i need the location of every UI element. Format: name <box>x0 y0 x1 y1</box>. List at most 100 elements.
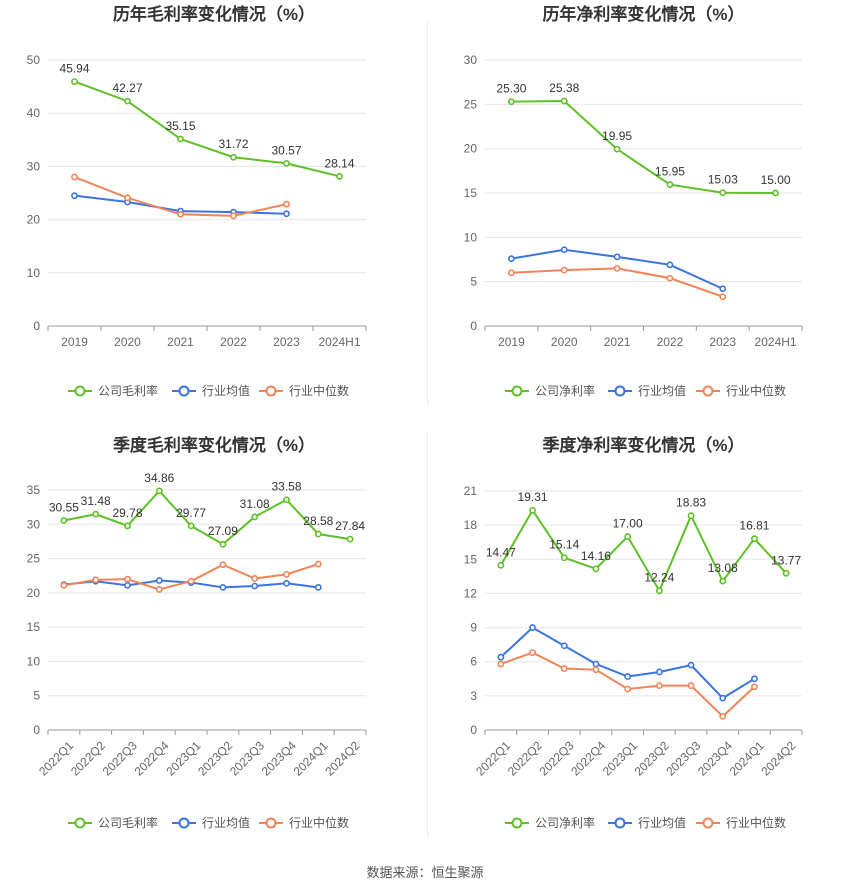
data-point-avg[interactable] <box>283 210 290 218</box>
data-point-median[interactable] <box>687 682 695 690</box>
chart-title: 季度净利率变化情况（%） <box>542 435 744 455</box>
data-point-company[interactable] <box>177 135 184 143</box>
legend-item-median[interactable]: 行业中位数 <box>259 383 349 398</box>
legend-item-avg[interactable]: 行业均值 <box>172 383 250 398</box>
data-point-avg[interactable] <box>751 675 758 683</box>
data-point-median[interactable] <box>613 264 621 272</box>
data-point-company[interactable] <box>251 513 259 521</box>
data-point-median[interactable] <box>751 683 758 691</box>
data-point-company[interactable] <box>336 172 343 180</box>
data-point-avg[interactable] <box>592 660 600 668</box>
data-point-company[interactable] <box>719 577 727 585</box>
data-point-median[interactable] <box>187 577 195 585</box>
data-point-company[interactable] <box>60 517 68 524</box>
data-point-median[interactable] <box>666 274 674 282</box>
data-point-avg[interactable] <box>560 246 568 254</box>
data-point-avg[interactable] <box>655 668 663 676</box>
legend-item-avg[interactable]: 行业均值 <box>608 815 686 830</box>
data-point-avg[interactable] <box>613 253 621 261</box>
data-point-avg[interactable] <box>719 285 727 293</box>
data-point-avg[interactable] <box>124 581 131 589</box>
legend-label: 公司净利率 <box>535 815 595 830</box>
data-point-company[interactable] <box>71 78 78 85</box>
data-point-median[interactable] <box>71 173 78 181</box>
data-point-median[interactable] <box>155 586 163 593</box>
data-point-company[interactable] <box>92 510 100 518</box>
data-point-company[interactable] <box>613 145 621 153</box>
data-label: 31.08 <box>240 497 270 511</box>
data-point-median[interactable] <box>230 212 237 220</box>
data-point-company[interactable] <box>624 533 632 540</box>
data-point-median[interactable] <box>592 666 600 674</box>
data-point-company[interactable] <box>187 522 195 530</box>
data-point-company[interactable] <box>560 554 568 562</box>
legend-item-company[interactable]: 公司净利率 <box>505 815 595 830</box>
data-point-company[interactable] <box>592 565 600 573</box>
data-point-median[interactable] <box>719 293 727 301</box>
data-point-avg[interactable] <box>687 661 695 669</box>
data-point-avg[interactable] <box>560 642 568 650</box>
data-point-company[interactable] <box>560 97 568 105</box>
data-point-company[interactable] <box>283 159 290 167</box>
data-point-avg[interactable] <box>314 583 322 591</box>
data-point-median[interactable] <box>60 581 68 589</box>
data-point-median[interactable] <box>124 194 131 202</box>
data-point-avg[interactable] <box>71 192 78 200</box>
legend-item-median[interactable]: 行业中位数 <box>696 815 786 830</box>
legend-item-avg[interactable]: 行业均值 <box>172 815 250 830</box>
data-point-median[interactable] <box>251 575 259 582</box>
data-point-median[interactable] <box>92 576 100 584</box>
x-tick-label: 2021 <box>167 335 194 349</box>
data-point-avg[interactable] <box>666 261 674 269</box>
data-point-company[interactable] <box>497 561 505 569</box>
data-point-avg[interactable] <box>719 694 727 702</box>
data-point-company[interactable] <box>782 569 790 577</box>
data-point-company[interactable] <box>772 189 779 197</box>
legend-item-company[interactable]: 公司毛利率 <box>68 383 158 398</box>
data-point-company[interactable] <box>666 181 674 188</box>
data-point-company[interactable] <box>529 506 536 514</box>
data-label: 17.00 <box>613 517 643 531</box>
legend-item-company[interactable]: 公司毛利率 <box>68 815 158 830</box>
data-point-median[interactable] <box>219 561 227 569</box>
data-point-company[interactable] <box>655 587 663 595</box>
data-point-company[interactable] <box>230 153 237 161</box>
data-point-median[interactable] <box>719 712 727 720</box>
data-point-median[interactable] <box>624 685 632 693</box>
data-point-avg[interactable] <box>529 624 536 631</box>
data-point-company[interactable] <box>346 535 354 543</box>
legend-item-median[interactable]: 行业中位数 <box>696 383 786 398</box>
data-point-median[interactable] <box>124 575 131 583</box>
data-point-median[interactable] <box>283 570 290 578</box>
data-point-median[interactable] <box>497 660 505 668</box>
data-point-company[interactable] <box>751 535 758 543</box>
data-point-company[interactable] <box>219 540 227 548</box>
data-point-avg[interactable] <box>624 673 632 680</box>
data-point-median[interactable] <box>314 560 322 568</box>
data-point-avg[interactable] <box>283 579 290 587</box>
legend-item-company[interactable]: 公司净利率 <box>505 383 595 398</box>
data-point-median[interactable] <box>508 269 515 277</box>
data-point-company[interactable] <box>124 97 131 105</box>
data-point-company[interactable] <box>124 522 131 530</box>
data-point-company[interactable] <box>687 512 695 520</box>
data-point-company[interactable] <box>314 530 322 538</box>
data-point-company[interactable] <box>508 98 515 106</box>
data-point-company[interactable] <box>155 487 163 495</box>
data-point-median[interactable] <box>655 682 663 690</box>
data-point-median[interactable] <box>529 649 536 657</box>
data-point-median[interactable] <box>177 210 184 218</box>
data-point-avg[interactable] <box>508 255 515 263</box>
data-point-median[interactable] <box>560 266 568 274</box>
legend-item-avg[interactable]: 行业均值 <box>608 383 686 398</box>
data-point-avg[interactable] <box>497 653 505 661</box>
legend-marker <box>614 817 626 829</box>
data-point-company[interactable] <box>283 496 290 504</box>
data-point-company[interactable] <box>719 189 727 197</box>
data-point-median[interactable] <box>560 665 568 672</box>
data-point-avg[interactable] <box>155 577 163 584</box>
data-point-median[interactable] <box>283 200 290 208</box>
data-point-avg[interactable] <box>219 583 227 591</box>
legend-item-median[interactable]: 行业中位数 <box>259 815 349 830</box>
data-point-avg[interactable] <box>251 582 259 590</box>
